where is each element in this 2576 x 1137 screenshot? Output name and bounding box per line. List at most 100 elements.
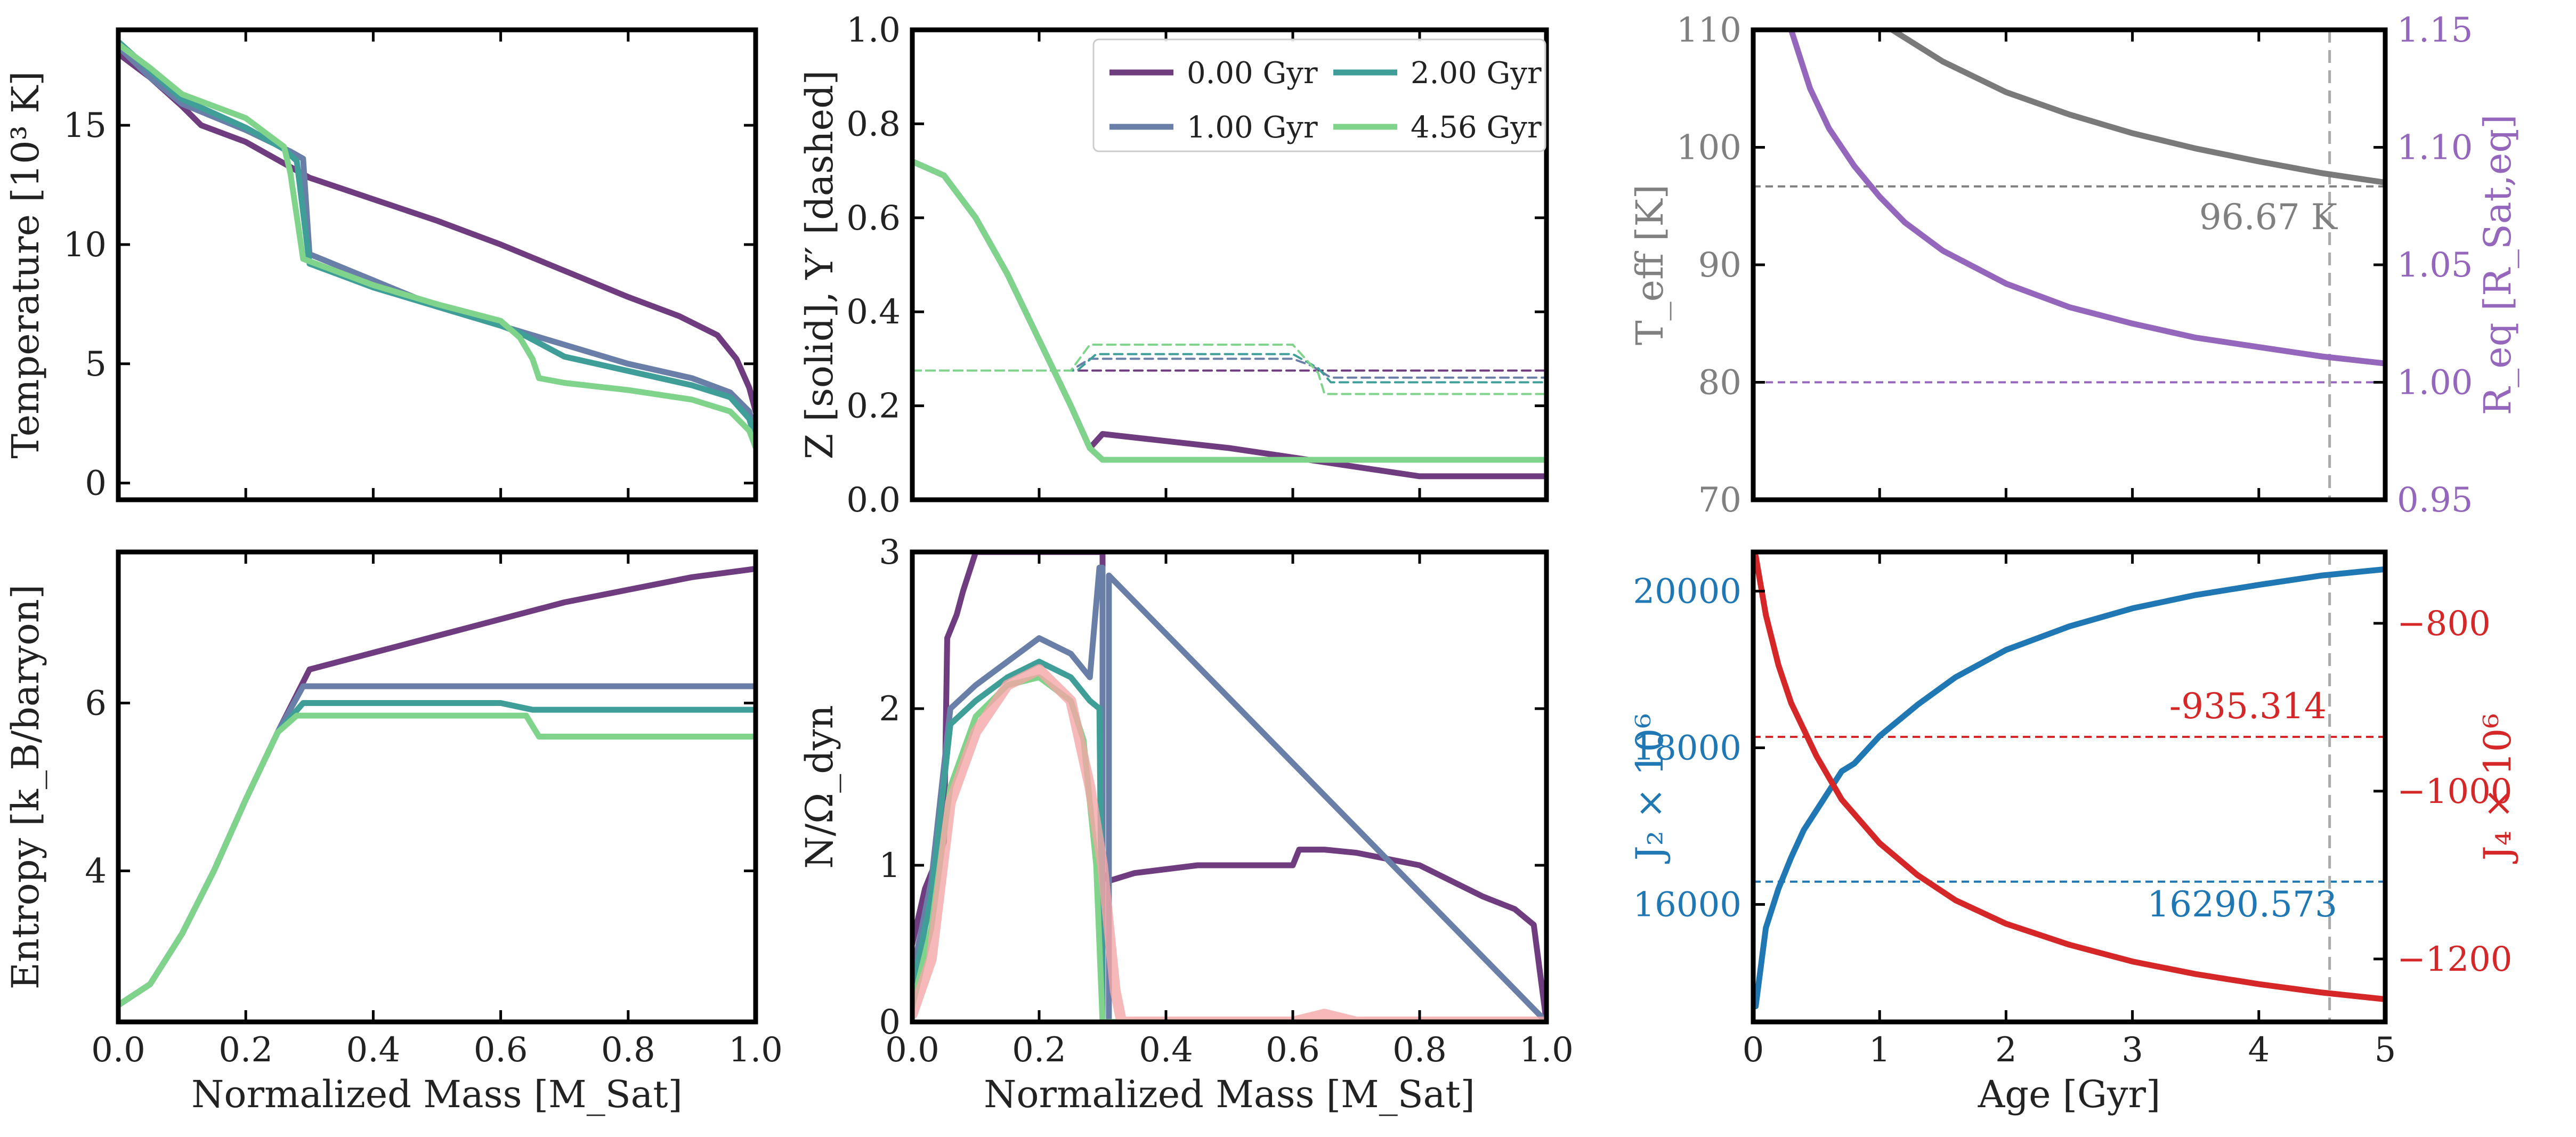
panel-gravity-moments: 0 1 2 3 4 5 16000 18000 20000 −1200 −1000 −800 Age [… bbox=[1628, 549, 2520, 1116]
panel-entropy: 0.0 0.2 0.4 0.6 0.8 1.0 4 6 Normalized Mass [M_S… bbox=[4, 549, 783, 1116]
plot-area-entropy bbox=[118, 566, 756, 1008]
series-j2 bbox=[1753, 566, 2385, 1010]
legend-label: 4.56 Gyr bbox=[1411, 110, 1542, 145]
hline-annotation: 16290.573 bbox=[2147, 884, 2337, 925]
y-tick-label: 15 bbox=[63, 106, 107, 145]
series-1-00-gyr bbox=[912, 564, 1546, 1022]
hline-annotation: -935.314 bbox=[2169, 686, 2327, 727]
y-tick-label: 2 bbox=[879, 689, 901, 729]
plot-area-temperature bbox=[118, 38, 756, 450]
series-2-00-gyr bbox=[118, 38, 756, 443]
series-1-00-gyr-y- bbox=[912, 358, 1546, 379]
axes-frame bbox=[1751, 549, 2388, 1025]
x-axis-label: Normalized Mass [M_Sat] bbox=[984, 1073, 1475, 1116]
y-tick-label-right: −800 bbox=[2397, 604, 2491, 644]
series-t-eff bbox=[1889, 30, 2385, 186]
y-tick-label: 10 bbox=[63, 225, 107, 265]
plot-area-gravity-moments bbox=[1753, 552, 2385, 1022]
plot-area-brunt bbox=[912, 552, 1546, 1022]
y-tick-label-right: 0.95 bbox=[2397, 481, 2473, 520]
series-0-00-gyr bbox=[118, 51, 756, 415]
y-tick-label: 70 bbox=[1698, 481, 1741, 520]
y-tick-label: 16000 bbox=[1633, 886, 1741, 925]
y-tick-label: 0.0 bbox=[846, 481, 901, 520]
y-tick-label-right: 1.05 bbox=[2397, 246, 2473, 285]
y-axis-label-right: R_eq [R_Sat,eq] bbox=[2476, 115, 2520, 416]
y-tick-label: 0 bbox=[879, 1003, 901, 1042]
y-tick-label-right: −1000 bbox=[2397, 772, 2513, 811]
x-axis-label: Age [Gyr] bbox=[1978, 1073, 2161, 1116]
panel-brunt: 0.0 0.2 0.4 0.6 0.8 1.0 0 1 2 3 Normalized Mass [M… bbox=[798, 533, 1574, 1116]
y-tick-label: 90 bbox=[1698, 246, 1741, 285]
legend-label: 1.00 Gyr bbox=[1187, 110, 1318, 145]
series-2-00-gyr-z bbox=[912, 158, 1546, 463]
series-0-00-gyr bbox=[912, 552, 1546, 1022]
panel-teff-req: 70 80 90 100 110 0.95 1.00 1.05 1.10 1.15 T_eff [K… bbox=[1628, 11, 2520, 520]
y-axis-label: J₂ × 10⁶ bbox=[1628, 713, 1672, 864]
series-reference bbox=[912, 664, 1546, 1022]
y-tick-label: 0.8 bbox=[846, 104, 901, 144]
series-1-00-gyr-z bbox=[912, 158, 1546, 463]
y-axis-label: N/Ω_dyn bbox=[798, 705, 841, 868]
x-tick-label: 0.0 bbox=[91, 1030, 145, 1070]
y-axis-label: T_eff [K] bbox=[1628, 184, 1672, 345]
y-tick-label: 110 bbox=[1676, 11, 1741, 50]
x-tick-label: 0.8 bbox=[1392, 1030, 1447, 1070]
axes-frame bbox=[116, 549, 758, 1025]
x-tick-label: 2 bbox=[1995, 1030, 2017, 1070]
x-tick-label: 0.0 bbox=[885, 1030, 939, 1070]
series-0-00-gyr-z bbox=[912, 158, 1546, 480]
series-2-00-gyr-y- bbox=[912, 353, 1546, 384]
y-axis-label: Z [solid], Y′ [dashed] bbox=[798, 70, 841, 459]
x-tick-label: 1.0 bbox=[1519, 1030, 1574, 1070]
y-tick-label-right: 1.00 bbox=[2397, 363, 2473, 403]
y-tick-label: 80 bbox=[1698, 363, 1741, 403]
x-tick-label: 0.6 bbox=[474, 1030, 528, 1070]
y-tick-label: 100 bbox=[1676, 128, 1741, 168]
series-0-00-gyr bbox=[118, 566, 756, 1008]
series-r-eq bbox=[1788, 30, 2385, 367]
x-tick-label: 0.2 bbox=[218, 1030, 273, 1070]
x-tick-label: 0 bbox=[1743, 1030, 1764, 1070]
y-tick-label: 20000 bbox=[1633, 572, 1741, 612]
series-4-56-gyr bbox=[118, 712, 756, 1008]
x-tick-label: 5 bbox=[2375, 1030, 2396, 1070]
y-tick-label: 0.2 bbox=[846, 387, 901, 426]
series-4-56-gyr bbox=[912, 674, 1546, 1022]
series-4-56-gyr bbox=[118, 41, 756, 450]
y-tick-label: 5 bbox=[85, 345, 107, 384]
panel-composition: 0.0 0.2 0.4 0.6 0.8 1.0Z [solid], Y′ [dashed] bbox=[798, 11, 1549, 520]
y-tick-label: 0.4 bbox=[846, 293, 901, 332]
legend-label: 2.00 Gyr bbox=[1411, 56, 1542, 91]
panel-temperature: 0 5 10 15 Temperature [10³ K] bbox=[4, 27, 758, 503]
y-tick-label: 1.0 bbox=[846, 11, 901, 50]
series-2-00-gyr bbox=[118, 700, 756, 1008]
legend-label: 0.00 Gyr bbox=[1187, 56, 1318, 91]
y-axis-label: Entropy [k_B/baryon] bbox=[4, 584, 47, 989]
series-4-56-gyr-z bbox=[912, 158, 1546, 463]
series-j4 bbox=[1753, 553, 2385, 1002]
plot-area-composition bbox=[912, 158, 1546, 480]
x-tick-label: 4 bbox=[2248, 1030, 2270, 1070]
x-tick-label: 0.2 bbox=[1012, 1030, 1066, 1070]
y-axis-label-right: J₄ × 10⁶ bbox=[2476, 713, 2520, 864]
hline-annotation: 96.67 K bbox=[2199, 197, 2338, 238]
x-tick-label: 3 bbox=[2121, 1030, 2143, 1070]
axes-frame bbox=[116, 27, 758, 502]
y-tick-label: 4 bbox=[85, 852, 107, 891]
legend-box bbox=[1092, 38, 1546, 152]
y-tick-label: 18000 bbox=[1633, 729, 1741, 768]
series-4-56-gyr-y- bbox=[912, 343, 1546, 395]
x-tick-label: 1.0 bbox=[728, 1030, 783, 1070]
x-tick-label: 0.6 bbox=[1266, 1030, 1320, 1070]
y-tick-label: 1 bbox=[879, 846, 901, 886]
axes-frame bbox=[1751, 27, 2388, 502]
axes-frame bbox=[910, 27, 1549, 502]
legend: 0.00 Gyr 1.00 Gyr 2.00 Gyr 4.56 Gyr bbox=[1092, 38, 1546, 152]
y-tick-label: 3 bbox=[879, 533, 901, 572]
y-tick-label: 0 bbox=[85, 464, 107, 503]
y-tick-label: 0.6 bbox=[846, 199, 901, 238]
x-axis-label: Normalized Mass [M_Sat] bbox=[191, 1073, 683, 1116]
